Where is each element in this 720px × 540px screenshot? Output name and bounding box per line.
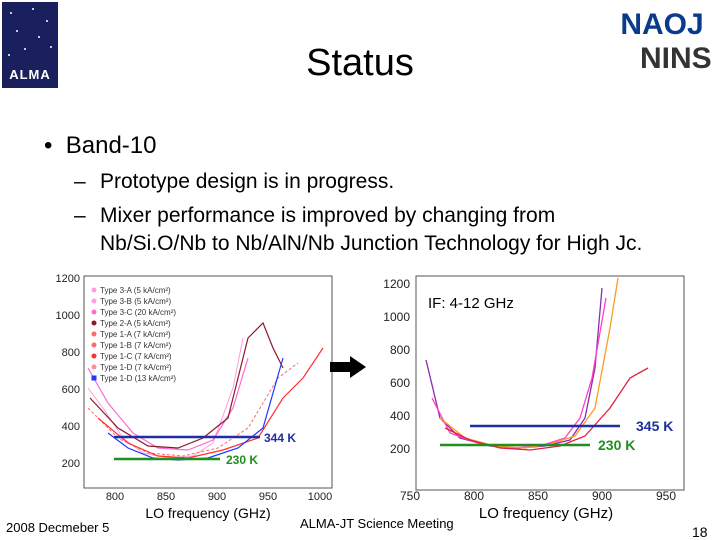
left-230k-label: 230 K [226,453,258,467]
right-xtick: 800 [464,489,484,503]
footer-meeting: ALMA-JT Science Meeting [300,516,454,531]
left-xtick: 800 [106,491,124,503]
slide-title: Status [306,42,414,84]
right-ytick: 1000 [383,310,410,324]
dash-mark: – [74,204,86,227]
alma-logo: ALMA [2,2,58,88]
bullet-text: Band-10 [65,132,157,159]
right-noise-chart: 1200 1000 800 600 400 200 750 800 850 90… [383,275,685,522]
right-if-annotation: IF: 4-12 GHz [428,295,514,312]
left-plot-frame [83,275,333,489]
left-noise-chart: 1200 1000 800 600 400 200 800 850 900 95… [56,273,333,521]
legend-item: Type 3-B (5 kA/cm²) [100,297,171,306]
subbullet-2-text: Mixer performance is improved by changin… [100,204,556,227]
subbullet-2: – Mixer performance is improved by changi… [74,204,555,228]
left-xtick: 900 [208,491,226,503]
left-curve-1a [87,362,299,457]
left-curve-1c [97,347,324,459]
bullet-mark: • [44,132,53,159]
right-ytick: 1200 [383,277,410,291]
page-number: 18 [692,524,708,540]
right-xtick: 850 [528,489,548,503]
left-xtick: 850 [157,491,175,503]
right-xlabel: LO frequency (GHz) [479,505,613,522]
legend-item: Type 2-A (5 kA/cm²) [100,319,171,328]
right-xtick: 900 [592,489,612,503]
left-xtick: 950 [259,491,277,503]
right-xtick: 950 [656,489,676,503]
legend-item: Type 3-A (5 kA/cm²) [100,286,171,295]
right-345k-label: 345 K [636,418,673,434]
right-230k-label: 230 K [598,437,635,453]
nins-logo: NINS [640,42,712,75]
alma-logo-text: ALMA [9,67,51,82]
left-xtick: 1000 [308,491,332,503]
subbullet-2-continuation: Nb/Si.O/Nb to Nb/AlN/Nb Junction Technol… [100,232,643,255]
subbullet-1-text: Prototype design is in progress. [100,170,395,193]
right-plot-frame [415,275,685,491]
legend-item: Type 1-C (7 kA/cm²) [100,352,172,361]
legend-item: Type 3-C (20 kA/cm²) [100,308,176,317]
right-ytick: 200 [390,442,410,456]
left-ytick: 200 [62,458,80,470]
legend-item: Type 1-D (13 kA/cm²) [100,374,176,383]
left-xlabel: LO frequency (GHz) [145,505,270,521]
left-ytick: 600 [62,384,80,396]
dash-mark: – [74,170,86,193]
left-ytick: 800 [62,347,80,359]
legend-item: Type 1-A (7 kA/cm²) [100,330,171,339]
left-344k-label: 344 K [264,431,296,445]
subbullet-1: – Prototype design is in progress. [74,170,394,194]
legend-item: Type 1-D (7 kA/cm²) [100,363,172,372]
left-ytick: 1000 [56,310,80,322]
legend-item: Type 1-B (7 kA/cm²) [100,341,171,350]
arrow-right-icon [330,356,366,378]
naoj-logo: NAOJ [620,8,704,41]
right-ytick: 600 [390,376,410,390]
left-ytick: 1200 [56,273,80,285]
footer-date: 2008 Decmeber 5 [6,520,110,535]
left-legend: Type 3-A (5 kA/cm²) Type 3-B (5 kA/cm²) … [91,286,176,383]
bullet-band10: • Band-10 [44,132,157,160]
right-ytick: 800 [390,343,410,357]
right-xtick: 750 [400,489,420,503]
right-ytick: 400 [390,409,410,423]
left-ytick: 400 [62,421,80,433]
